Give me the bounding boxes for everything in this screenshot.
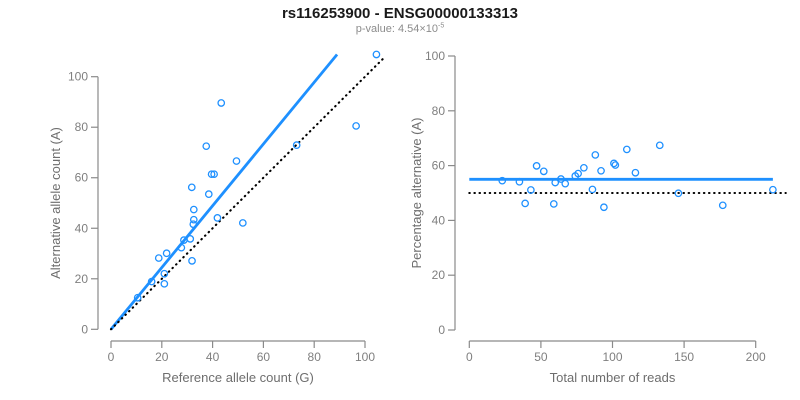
data-point xyxy=(611,161,620,169)
y-tick-label: 80 xyxy=(432,104,446,118)
figure-title: rs116253900 - ENSG00000133313 xyxy=(281,5,519,22)
data-point xyxy=(600,203,608,212)
y-tick-label: 0 xyxy=(81,322,88,336)
fit-line xyxy=(109,53,339,331)
data-point xyxy=(189,220,198,229)
y-tick-label: 60 xyxy=(432,159,446,173)
data-point xyxy=(133,293,142,302)
data-point xyxy=(189,205,198,214)
data-point xyxy=(557,175,565,183)
x-tick-label: 60 xyxy=(257,350,271,364)
y-tick-label: 100 xyxy=(68,70,88,84)
data-point xyxy=(207,170,216,179)
x-tick-label: 0 xyxy=(466,350,473,364)
data-point xyxy=(210,170,218,179)
y-tick-label: 20 xyxy=(432,268,446,282)
data-point xyxy=(574,169,582,178)
data-point xyxy=(352,122,360,130)
x-tick-label: 150 xyxy=(674,350,694,364)
data-point xyxy=(769,185,777,194)
data-point xyxy=(187,183,196,192)
data-point xyxy=(561,179,570,188)
p-value-text: p-value: 4.54×10 xyxy=(355,23,439,35)
data-point xyxy=(177,243,186,252)
y-tick-label: 80 xyxy=(75,120,89,134)
data-point xyxy=(147,277,156,286)
y-tick-label: 100 xyxy=(425,49,445,63)
data-point xyxy=(217,99,226,107)
data-point xyxy=(186,235,195,243)
data-point xyxy=(521,199,529,208)
x-tick-label: 100 xyxy=(355,350,375,364)
data-point xyxy=(213,214,222,222)
data-point xyxy=(162,249,171,258)
data-point xyxy=(202,142,211,151)
data-point xyxy=(580,163,588,172)
data-point xyxy=(292,141,301,150)
data-point xyxy=(610,159,618,168)
x-tick-label: 20 xyxy=(155,350,169,364)
x-tick-label: 200 xyxy=(746,350,766,364)
x-tick-label: 0 xyxy=(108,350,115,364)
y-tick-label: 40 xyxy=(432,213,446,227)
y-tick-label: 20 xyxy=(75,272,89,286)
y-axis-title: Percentage alternative (A) xyxy=(409,117,424,268)
y-tick-label: 0 xyxy=(438,323,445,337)
data-point xyxy=(622,145,631,154)
data-point xyxy=(372,50,381,59)
x-axis-title: Reference allele count (G) xyxy=(162,370,314,385)
data-point xyxy=(588,185,597,194)
data-point xyxy=(549,200,558,208)
x-tick-label: 80 xyxy=(308,350,322,364)
p-value-exponent: -5 xyxy=(438,22,445,30)
left-plot-allele-counts: 0 20 40 60 80 100 Reference allele count (G) 0 2… xyxy=(48,50,387,385)
data-point xyxy=(539,167,548,176)
data-point xyxy=(551,178,560,187)
data-point xyxy=(674,189,683,198)
x-tick-label: 50 xyxy=(534,350,548,364)
data-point xyxy=(631,168,640,177)
data-point xyxy=(160,279,169,288)
data-point xyxy=(160,269,169,278)
data-point xyxy=(204,190,213,199)
identity-line xyxy=(109,55,387,331)
data-point xyxy=(238,219,247,227)
figure-subtitle: p-value: 4.54×10-5 xyxy=(0,22,800,35)
data-point xyxy=(515,177,524,186)
y-tick-label: 40 xyxy=(75,221,89,235)
data-point xyxy=(498,176,507,185)
data-point xyxy=(718,201,727,210)
x-axis-title: Total number of reads xyxy=(550,370,676,385)
data-point xyxy=(532,162,541,170)
x-tick-label: 40 xyxy=(206,350,220,364)
data-point xyxy=(189,215,198,224)
data-point xyxy=(655,141,664,150)
data-point xyxy=(188,256,196,265)
right-plot-percentage: 0 50 100 150 200 Total number of reads 0 20 40 60… xyxy=(409,49,787,385)
data-point xyxy=(591,151,600,159)
y-tick-label: 60 xyxy=(75,171,89,185)
data-point xyxy=(597,166,605,175)
x-tick-label: 100 xyxy=(602,350,622,364)
data-point xyxy=(232,157,241,165)
y-axis-title: Alternative allele count (A) xyxy=(48,127,63,279)
data-point xyxy=(527,186,535,194)
data-point xyxy=(154,254,163,262)
